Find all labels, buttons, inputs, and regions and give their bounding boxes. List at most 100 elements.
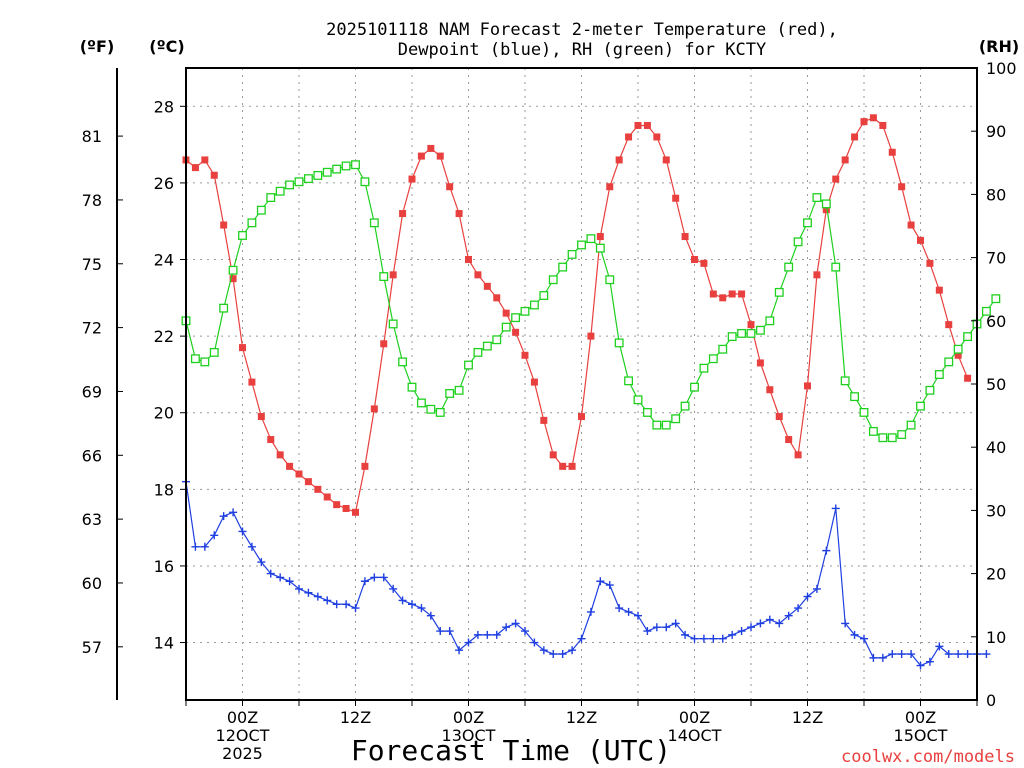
dewpoint-point (662, 623, 671, 632)
chart-title-line2: Dewpoint (blue), RH (green) for KCTY (398, 40, 766, 60)
dewpoint-point (690, 634, 699, 643)
2-meter-temperature-point (907, 221, 915, 229)
rh-point (275, 186, 285, 196)
2-meter-temperature-point (775, 413, 783, 421)
dewpoint-point (982, 650, 991, 659)
series-layer (181, 114, 1001, 670)
rh-point (859, 407, 869, 417)
dewpoint-point (615, 604, 624, 613)
rh-point (558, 262, 568, 272)
celsius-tick-label: 26 (154, 174, 174, 193)
2-meter-temperature-point (738, 290, 746, 298)
rh-point (840, 376, 850, 386)
rh-point (454, 385, 464, 395)
dewpoint-point (822, 546, 831, 555)
2-meter-temperature-point (512, 328, 520, 336)
2-meter-temperature-point (653, 133, 661, 141)
dewpoint-point (878, 653, 887, 662)
dewpoint-point (398, 596, 407, 605)
2-meter-temperature-point (352, 508, 359, 516)
dewpoint-point (709, 634, 718, 643)
time-tick-label: 12Z (792, 708, 823, 727)
rh-point (313, 170, 323, 180)
dewpoint-point (200, 542, 209, 551)
rh-point (963, 332, 973, 342)
2-meter-temperature-point (559, 462, 567, 470)
rh-point (586, 234, 596, 244)
2-meter-temperature-point (333, 501, 341, 509)
dewpoint-point (332, 600, 341, 609)
dewpoint-point (728, 630, 737, 639)
rh-point (238, 231, 247, 240)
celsius-tick-label: 18 (154, 480, 174, 499)
2-meter-temperature-point (625, 133, 633, 141)
dewpoint-point (869, 653, 878, 662)
rh-point (388, 319, 398, 329)
dewpoint-point (351, 604, 360, 613)
rh-point (511, 313, 521, 323)
2-meter-temperature-line (185, 117, 969, 514)
dewpoint-point (464, 638, 473, 647)
time-tick-label: 00Z (227, 708, 258, 727)
2-meter-temperature-point (389, 271, 397, 279)
rh-point (595, 243, 605, 253)
dewpoint-point (530, 638, 539, 647)
rh-point (209, 347, 219, 357)
dewpoint-point (812, 584, 821, 593)
2-meter-temperature-point (493, 294, 501, 302)
2-meter-temperature-point (267, 436, 275, 444)
rh-point (953, 344, 963, 354)
2-meter-temperature-point (210, 171, 218, 179)
dewpoint-point (295, 584, 303, 593)
2-meter-temperature-point (860, 118, 868, 126)
dewpoint-point (954, 650, 963, 659)
fahrenheit-tick-label: 66 (82, 446, 102, 465)
rh-point (671, 414, 681, 424)
2-meter-temperature-point (672, 194, 680, 202)
rh-point (577, 240, 586, 250)
dewpoint-point (210, 531, 219, 540)
rh-point (303, 174, 313, 184)
dewpoint-point (219, 512, 228, 521)
dewpoint-point (860, 634, 868, 643)
rh-point (332, 164, 342, 174)
celsius-tick-label: 28 (154, 97, 174, 116)
rh-point (708, 354, 718, 364)
fahrenheit-tick-label: 81 (82, 127, 102, 146)
dewpoint-point (247, 542, 256, 551)
rh-point (435, 407, 445, 417)
dewpoint-point (304, 588, 313, 597)
2-meter-temperature-point (568, 462, 576, 470)
dewpoint-point (765, 615, 774, 624)
rh-point (916, 401, 925, 411)
rh-point (501, 322, 511, 332)
dewpoint-point (634, 611, 642, 620)
dewpoint-line (185, 481, 987, 667)
rh-point (285, 180, 295, 190)
dewpoint-point (605, 581, 614, 590)
rh-point (190, 354, 200, 364)
rh-point (746, 328, 756, 338)
rh-point (369, 218, 379, 228)
dewpoint-point (803, 592, 812, 601)
rh-point (605, 275, 615, 285)
rh-point (256, 205, 266, 215)
rh-point (812, 193, 822, 203)
dewpoint-point (841, 619, 850, 628)
rh-point (887, 433, 897, 443)
rh-point (614, 338, 624, 348)
2-meter-temperature-point (954, 351, 962, 359)
2-meter-temperature-point (681, 233, 689, 241)
2-meter-temperature-point (888, 148, 896, 156)
rh-point (718, 344, 728, 354)
2-meter-temperature-point (201, 156, 209, 164)
dewpoint-point (652, 623, 661, 632)
dewpoint-point (784, 611, 793, 620)
2-meter-temperature-point (691, 256, 698, 264)
2-meter-temperature-point (747, 321, 755, 329)
dewpoint-point (963, 650, 972, 659)
2-meter-temperature-point (841, 156, 849, 164)
rh-point (925, 385, 935, 395)
dewpoint-point (492, 630, 501, 639)
2-meter-temperature-point (662, 156, 670, 164)
